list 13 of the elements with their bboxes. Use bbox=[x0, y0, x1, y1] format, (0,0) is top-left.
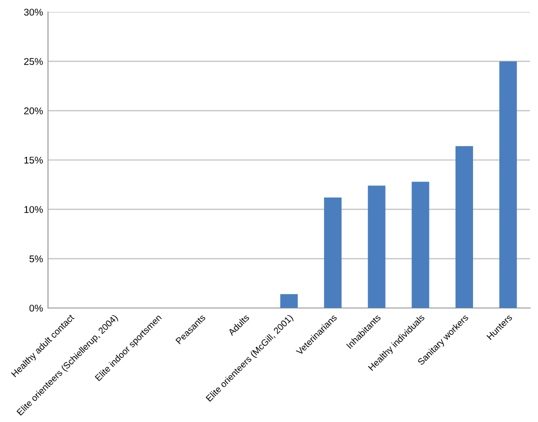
bar bbox=[456, 146, 474, 308]
y-tick-label: 10% bbox=[24, 206, 43, 213]
bar bbox=[412, 182, 430, 308]
y-tick-label: 30% bbox=[24, 8, 43, 16]
bar bbox=[280, 294, 298, 308]
y-tick-label: 0% bbox=[29, 304, 43, 312]
bar bbox=[324, 197, 342, 308]
bar bbox=[499, 61, 517, 308]
y-tick-label: 5% bbox=[29, 255, 43, 262]
bar bbox=[368, 186, 386, 308]
y-tick-label: 15% bbox=[24, 156, 43, 164]
y-tick-label: 25% bbox=[24, 58, 43, 65]
y-tick-label: 20% bbox=[24, 107, 43, 114]
